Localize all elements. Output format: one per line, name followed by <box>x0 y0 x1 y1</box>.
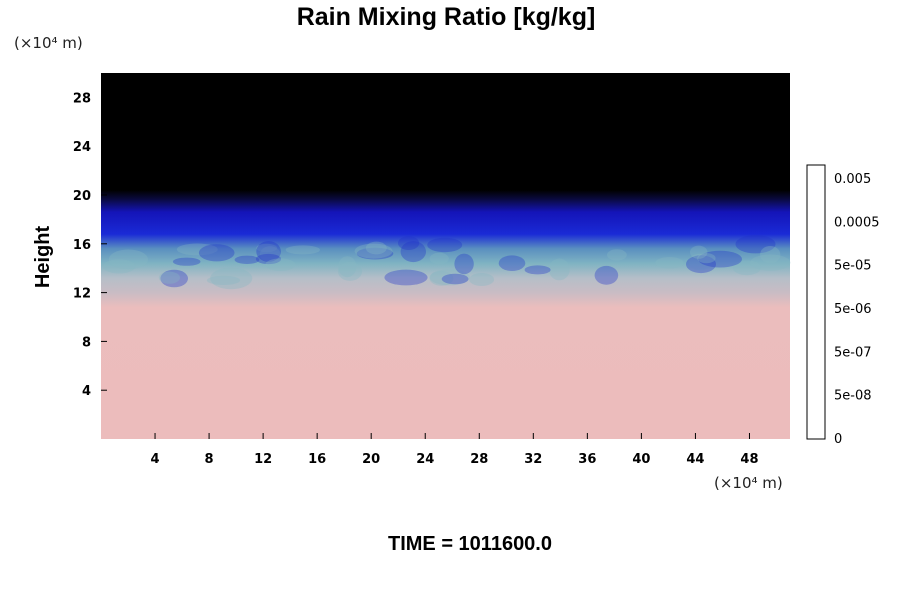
eddy <box>400 241 426 263</box>
eddy <box>384 269 428 286</box>
eddy <box>354 243 393 259</box>
x-axis-unit: (×10⁴ m) <box>714 474 783 492</box>
colorbar-label: 5e-07 <box>834 345 872 360</box>
eddy <box>365 241 387 255</box>
colorbar-label: 0.005 <box>834 172 871 187</box>
eddy <box>427 237 463 253</box>
eddy <box>210 267 253 290</box>
eddy <box>524 265 551 275</box>
eddy <box>750 254 791 271</box>
colorbar-label: 5e-05 <box>834 259 872 274</box>
eddy <box>398 236 420 251</box>
x-tick-label: 8 <box>205 452 214 467</box>
eddy <box>697 253 716 264</box>
x-tick-label: 20 <box>362 452 380 467</box>
eddy <box>760 246 781 264</box>
colorbar-label: 5e-08 <box>834 389 872 404</box>
eddy <box>158 271 180 284</box>
eddy <box>108 249 148 270</box>
y-tick-label: 20 <box>73 189 91 204</box>
eddy <box>259 246 281 263</box>
eddy <box>688 253 712 271</box>
eddy <box>102 259 136 274</box>
eddy <box>429 252 449 265</box>
eddy <box>429 269 471 286</box>
y-tick-label: 28 <box>73 91 91 106</box>
y-axis-label: Height <box>32 226 54 289</box>
eddy <box>732 260 761 276</box>
colorbar-frame <box>806 164 826 440</box>
colorbar-label: 5e-06 <box>834 302 872 317</box>
colorbar-label: 0 <box>834 432 842 447</box>
eddy <box>454 253 474 275</box>
chart-title: Rain Mixing Ratio [kg/kg] <box>297 3 596 31</box>
eddy <box>198 244 235 262</box>
eddy <box>607 249 627 261</box>
y-tick-label: 4 <box>82 384 91 399</box>
y-tick-label: 12 <box>73 287 91 302</box>
x-tick-label: 36 <box>578 452 596 467</box>
x-axis: 4 8 12 16 20 24 28 32 36 40 44 48 <box>151 433 759 467</box>
x-tick-label: 12 <box>254 452 272 467</box>
eddy <box>655 257 684 269</box>
eddy <box>234 255 260 264</box>
eddy <box>338 256 357 278</box>
eddy <box>285 245 320 255</box>
eddy <box>255 253 282 265</box>
eddy <box>594 265 619 285</box>
eddy <box>686 255 716 274</box>
eddy <box>469 273 495 286</box>
eddy <box>698 250 742 268</box>
eddy <box>498 255 526 271</box>
eddy <box>735 235 776 254</box>
colorbar: 0.005 0.0005 5e-05 5e-06 5e-07 5e-08 0 <box>806 164 880 447</box>
turbulent-eddies <box>102 235 791 290</box>
x-tick-label: 48 <box>740 452 758 467</box>
y-axis-unit: (×10⁴ m) <box>14 34 83 52</box>
eddy <box>256 241 281 262</box>
x-tick-label: 40 <box>632 452 650 467</box>
x-tick-label: 24 <box>416 452 434 467</box>
x-tick-label: 28 <box>470 452 488 467</box>
x-tick-label: 16 <box>308 452 326 467</box>
eddy <box>160 269 188 288</box>
y-tick-label: 16 <box>73 238 91 253</box>
eddy <box>429 271 454 286</box>
eddy <box>690 245 708 259</box>
eddy <box>356 247 394 260</box>
y-axis: 4 8 12 16 20 24 28 <box>73 91 107 399</box>
eddy <box>172 257 201 266</box>
time-label: TIME = 1011600.0 <box>388 533 552 555</box>
eddy <box>548 258 570 281</box>
x-tick-label: 4 <box>151 452 160 467</box>
eddy <box>337 261 363 281</box>
eddy <box>176 243 218 256</box>
eddy <box>265 258 296 272</box>
eddy <box>206 275 241 285</box>
x-tick-label: 32 <box>524 452 542 467</box>
y-tick-label: 24 <box>73 140 91 155</box>
eddy <box>441 273 469 285</box>
eddy <box>256 243 278 253</box>
x-tick-label: 44 <box>686 452 704 467</box>
plot-area <box>101 73 791 439</box>
colorbar-label: 0.0005 <box>834 215 880 230</box>
heatmap-field <box>101 73 790 439</box>
y-tick-label: 8 <box>82 335 91 350</box>
